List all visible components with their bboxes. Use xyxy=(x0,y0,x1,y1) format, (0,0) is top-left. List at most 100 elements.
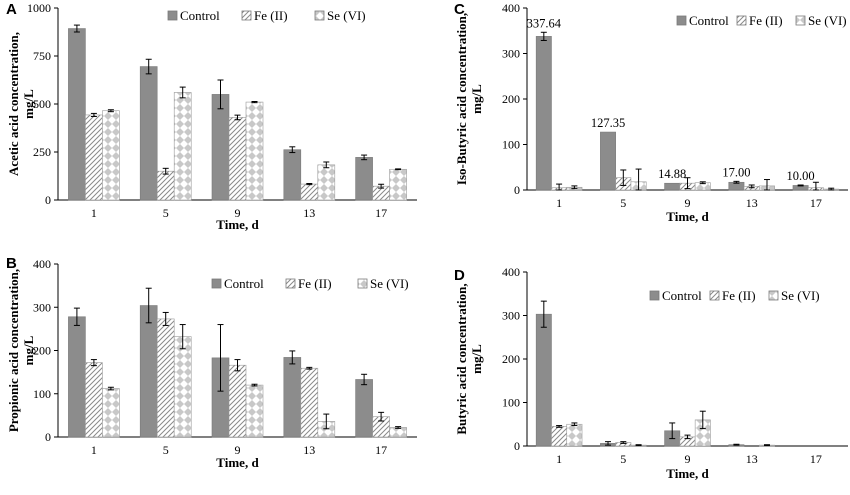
legend-label-control: Control xyxy=(224,276,264,291)
bar-control-9 xyxy=(664,182,681,191)
bar-control-5 xyxy=(600,131,616,191)
bar-control-1 xyxy=(535,36,552,191)
y-tick-label: 0 xyxy=(45,430,51,444)
legend-swatch-control xyxy=(649,290,660,301)
bar-fe-9 xyxy=(228,364,247,438)
bar-fe-1 xyxy=(551,426,568,447)
bar-se-1 xyxy=(102,110,120,201)
x-tick-label: 5 xyxy=(620,452,626,466)
x-tick-label: 9 xyxy=(235,206,241,220)
y-tick-label: 0 xyxy=(514,439,520,453)
y-axis-title-line1: Acetic acid concentration, xyxy=(6,32,21,176)
panel-b: B 0 100 200 300 400 1 5 9 13 17 Time, d Propionic ac… xyxy=(6,255,417,470)
bar-control-13 xyxy=(283,149,302,201)
legend-swatch-control xyxy=(676,15,687,26)
x-tick-label: 17 xyxy=(810,196,822,210)
x-axis-title: Time, d xyxy=(666,209,709,224)
legend-label-se: Se (VI) xyxy=(370,276,409,291)
legend-label-control: Control xyxy=(689,13,729,28)
x-axis-title: Time, d xyxy=(666,466,709,481)
bar-fe-1 xyxy=(85,114,103,201)
x-tick-label: 17 xyxy=(375,206,387,220)
panel-letter: C xyxy=(454,1,465,18)
y-tick-label: 750 xyxy=(33,49,51,63)
bar-se-5 xyxy=(173,336,192,438)
legend-swatch-fe xyxy=(709,290,720,301)
x-tick-label: 17 xyxy=(375,443,387,457)
y-tick-label: 100 xyxy=(502,138,520,152)
x-tick-label: 1 xyxy=(556,196,562,210)
legend-label-se: Se (VI) xyxy=(781,288,820,303)
panel-letter: D xyxy=(454,267,465,284)
x-tick-label: 5 xyxy=(163,443,169,457)
bar-se-1 xyxy=(102,388,120,438)
legend-label-se: Se (VI) xyxy=(327,8,366,23)
legend-swatch-fe xyxy=(241,10,252,21)
bar-se-9 xyxy=(245,101,264,201)
bar-control-5 xyxy=(139,305,158,438)
y-tick-label: 0 xyxy=(514,183,520,197)
bar-control-9 xyxy=(211,94,230,201)
y-axis-title-line2: mg/L xyxy=(469,344,484,374)
x-tick-label: 5 xyxy=(620,196,626,210)
y-axis-title-line2: mg/L xyxy=(21,335,36,365)
bar-fe-5 xyxy=(156,170,175,201)
bar-control-5 xyxy=(139,66,158,201)
bar-control-1 xyxy=(68,316,86,438)
x-tick-label: 9 xyxy=(685,452,691,466)
bar-se-9 xyxy=(245,384,264,438)
legend-label-fe: Fe (II) xyxy=(298,276,332,291)
y-tick-label: 400 xyxy=(502,1,520,15)
y-axis-title-line1: Propionic acid concentration, xyxy=(6,269,21,432)
panel-c: C 0 100 200 300 400 1 337.64 5 127.35 9 14.88 13 17.0… xyxy=(454,1,848,224)
legend-swatch-fe xyxy=(736,15,747,26)
y-tick-label: 250 xyxy=(33,145,51,159)
x-tick-label: 13 xyxy=(303,443,315,457)
legend-label-fe: Fe (II) xyxy=(722,288,756,303)
y-tick-label: 100 xyxy=(33,387,51,401)
legend-swatch-se xyxy=(314,10,325,21)
legend-label-control: Control xyxy=(662,288,702,303)
legend-swatch-fe xyxy=(285,278,296,289)
x-tick-label: 1 xyxy=(91,443,97,457)
y-tick-label: 200 xyxy=(502,352,520,366)
data-label: 10.00 xyxy=(787,169,815,183)
bar-fe-1 xyxy=(85,362,103,438)
bar-se-17 xyxy=(389,427,407,438)
y-axis-title-line1: Butyric acid concentration, xyxy=(454,283,469,434)
y-tick-label: 1000 xyxy=(27,1,51,15)
bar-fe-13 xyxy=(300,183,319,201)
y-tick-label: 0 xyxy=(45,193,51,207)
y-tick-label: 400 xyxy=(502,265,520,279)
data-label: 127.35 xyxy=(591,116,625,130)
bar-se-13 xyxy=(317,164,336,201)
y-tick-label: 500 xyxy=(33,97,51,111)
legend-label-se: Se (VI) xyxy=(808,13,847,28)
legend-label-control: Control xyxy=(180,8,220,23)
y-axis-title: Propionic acid concentration,mg/L xyxy=(6,269,36,432)
data-label: 17.00 xyxy=(722,165,750,179)
x-tick-label: 9 xyxy=(685,196,691,210)
y-axis-title-line2: mg/L xyxy=(469,84,484,114)
bar-control-17 xyxy=(355,157,373,201)
legend-swatch-control xyxy=(167,10,178,21)
x-tick-label: 13 xyxy=(303,206,315,220)
data-label: 14.88 xyxy=(658,167,686,181)
y-axis-title-line2: mg/L xyxy=(21,89,36,119)
bar-control-1 xyxy=(68,28,86,201)
y-axis-title: Iso-Butyric acid concentration,mg/L xyxy=(454,13,484,185)
y-tick-label: 200 xyxy=(33,344,51,358)
legend-swatch-control xyxy=(211,278,222,289)
y-tick-label: 300 xyxy=(502,309,520,323)
legend-swatch-se xyxy=(795,15,806,26)
x-tick-label: 1 xyxy=(556,452,562,466)
bar-fe-13 xyxy=(300,367,319,438)
x-tick-label: 5 xyxy=(163,206,169,220)
x-axis-title: Time, d xyxy=(216,217,259,232)
bar-se-5 xyxy=(173,92,192,201)
panel-letter: A xyxy=(6,1,17,18)
panel-d: D 0 100 200 300 400 1 5 9 13 17 Time, d Butyric acid… xyxy=(454,265,848,481)
bar-control-1 xyxy=(535,313,552,447)
y-tick-label: 400 xyxy=(33,257,51,271)
